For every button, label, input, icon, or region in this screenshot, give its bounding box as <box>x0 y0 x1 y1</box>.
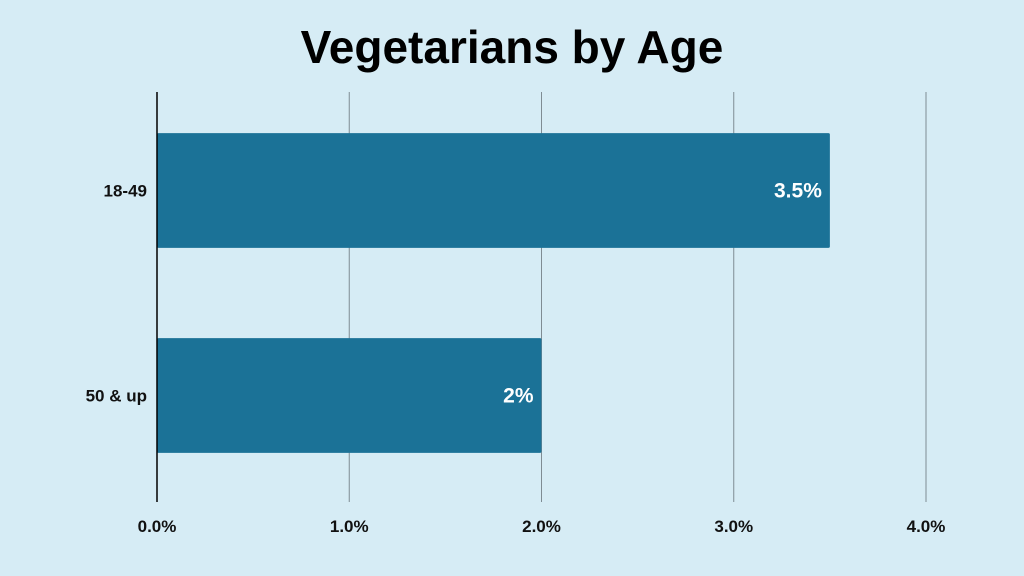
x-tick-labels: 0.0% 1.0% 2.0% 3.0% 4.0% <box>138 517 946 536</box>
x-tick-label: 3.0% <box>714 517 753 536</box>
bar <box>157 133 830 248</box>
bars <box>157 133 830 453</box>
chart-title: Vegetarians by Age <box>300 21 724 73</box>
x-tick-label: 1.0% <box>330 517 369 536</box>
x-tick-label: 4.0% <box>907 517 946 536</box>
bar-value-label: 2% <box>503 385 534 408</box>
bar <box>157 338 542 453</box>
bar-value-label: 3.5% <box>774 180 822 203</box>
x-tick-label: 2.0% <box>522 517 561 536</box>
category-label: 18-49 <box>104 182 147 201</box>
bar-value-labels: 3.5% 2% <box>503 180 822 408</box>
category-labels: 18-49 50 & up <box>86 182 147 406</box>
category-label: 50 & up <box>86 387 147 406</box>
x-tick-label: 0.0% <box>138 517 177 536</box>
